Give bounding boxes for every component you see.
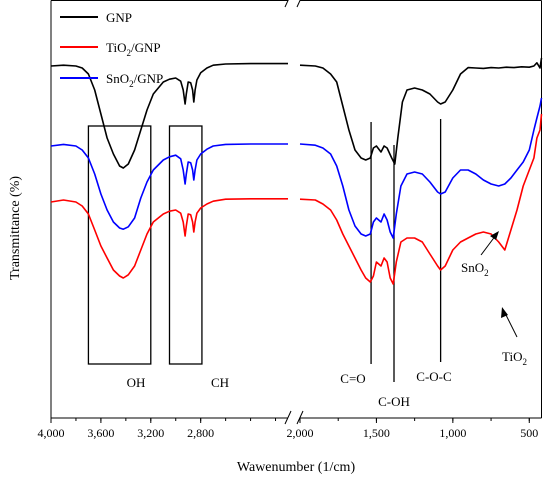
sno2-arrow-label: SnO2 [461, 260, 489, 278]
series-line-sno-left [50, 143, 288, 230]
axis-break-marks [284, 0, 304, 425]
tio2-arrow-line [504, 312, 518, 338]
y-axis-title: Transmittance (%) [8, 176, 23, 280]
x-ticks [50, 418, 530, 423]
tio2-arrow [501, 307, 518, 338]
band-lines [370, 119, 442, 382]
sno2-arrow [480, 231, 499, 256]
c-o-label: C=O [340, 371, 365, 386]
x-tick-label-2: 3,200 [137, 426, 164, 440]
c-oh-label: C-OH [378, 394, 410, 409]
x-tick-label-4: 2,000 [287, 426, 314, 440]
series-line-gnp-left [50, 62, 288, 169]
legend-label-sno2: SnO2/GNP [106, 71, 163, 89]
ch-label: CH [211, 375, 229, 390]
band-boxes [87, 125, 203, 365]
legend-label-gnp: GNP [106, 10, 132, 25]
x-tick-labels: 4,000 3,600 3,200 2,800 2,000 1,500 1,000 500 [38, 426, 539, 440]
series-group [50, 57, 543, 285]
series-line-gnp-right [299, 57, 543, 165]
break-mark-bottom-2 [296, 410, 304, 425]
band-box-oh [87, 125, 152, 365]
sno2-arrow-head [490, 231, 499, 240]
plot-frame [50, 0, 542, 419]
legend: GNP TiO2/GNP SnO2/GNP [60, 10, 163, 89]
x-tick-label-0: 4,000 [38, 426, 65, 440]
break-mark-bottom-1 [284, 410, 292, 425]
tio2-arrow-label: TiO2 [502, 349, 527, 367]
x-tick-label-3: 2,800 [187, 426, 214, 440]
legend-label-tio2: TiO2/GNP [106, 40, 161, 58]
series-line-tio-left [50, 198, 288, 279]
x-tick-label-5: 1,500 [363, 426, 390, 440]
x-tick-label-6: 1,000 [439, 426, 466, 440]
oh-label: OH [127, 375, 146, 390]
tio2-arrow-head [501, 307, 508, 318]
x-tick-label-7: 500 [520, 426, 538, 440]
break-mark-top-1 [284, 0, 289, 8]
break-mark-top-2 [296, 0, 301, 8]
x-tick-label-1: 3,600 [87, 426, 114, 440]
series-line-tio-right [299, 113, 543, 285]
series-line-sno-right [299, 97, 543, 239]
x-axis-title: Wawenumber (1/cm) [237, 460, 356, 475]
band-box-ch [168, 125, 203, 365]
c-o-c-label: C-O-C [416, 369, 451, 384]
